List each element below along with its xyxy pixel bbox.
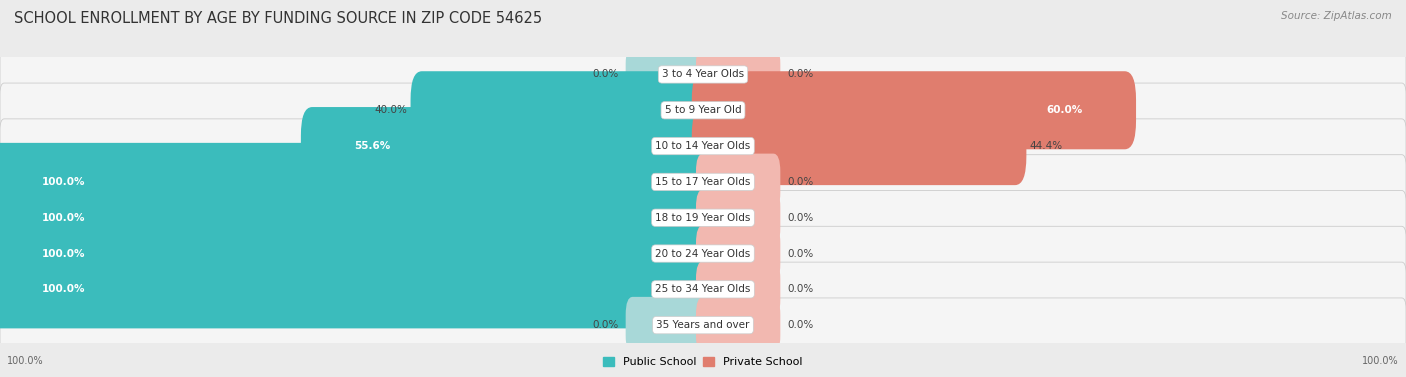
Text: 44.4%: 44.4% xyxy=(1029,141,1063,151)
Text: 0.0%: 0.0% xyxy=(787,213,814,223)
FancyBboxPatch shape xyxy=(0,83,1406,138)
FancyBboxPatch shape xyxy=(0,155,1406,209)
Text: 0.0%: 0.0% xyxy=(592,320,619,330)
Text: 0.0%: 0.0% xyxy=(787,69,814,80)
FancyBboxPatch shape xyxy=(696,46,780,103)
Text: 0.0%: 0.0% xyxy=(787,320,814,330)
FancyBboxPatch shape xyxy=(0,250,714,328)
Text: 0.0%: 0.0% xyxy=(787,284,814,294)
FancyBboxPatch shape xyxy=(696,225,780,282)
FancyBboxPatch shape xyxy=(0,298,1406,352)
FancyBboxPatch shape xyxy=(0,226,1406,281)
FancyBboxPatch shape xyxy=(626,297,710,354)
FancyBboxPatch shape xyxy=(626,46,710,103)
Text: 35 Years and over: 35 Years and over xyxy=(657,320,749,330)
FancyBboxPatch shape xyxy=(0,143,714,221)
Text: 100.0%: 100.0% xyxy=(42,213,86,223)
Text: 55.6%: 55.6% xyxy=(354,141,391,151)
Text: 100.0%: 100.0% xyxy=(42,177,86,187)
Text: 40.0%: 40.0% xyxy=(375,105,408,115)
FancyBboxPatch shape xyxy=(0,179,714,257)
FancyBboxPatch shape xyxy=(696,189,780,246)
Text: 100.0%: 100.0% xyxy=(42,248,86,259)
Text: 0.0%: 0.0% xyxy=(787,248,814,259)
Text: 10 to 14 Year Olds: 10 to 14 Year Olds xyxy=(655,141,751,151)
FancyBboxPatch shape xyxy=(0,215,714,293)
FancyBboxPatch shape xyxy=(301,107,714,185)
FancyBboxPatch shape xyxy=(0,262,1406,317)
Legend: Public School, Private School: Public School, Private School xyxy=(599,352,807,371)
FancyBboxPatch shape xyxy=(0,190,1406,245)
Text: 0.0%: 0.0% xyxy=(787,177,814,187)
Text: 18 to 19 Year Olds: 18 to 19 Year Olds xyxy=(655,213,751,223)
Text: 5 to 9 Year Old: 5 to 9 Year Old xyxy=(665,105,741,115)
Text: SCHOOL ENROLLMENT BY AGE BY FUNDING SOURCE IN ZIP CODE 54625: SCHOOL ENROLLMENT BY AGE BY FUNDING SOUR… xyxy=(14,11,543,26)
FancyBboxPatch shape xyxy=(696,297,780,354)
Text: 0.0%: 0.0% xyxy=(592,69,619,80)
FancyBboxPatch shape xyxy=(411,71,714,149)
Text: Source: ZipAtlas.com: Source: ZipAtlas.com xyxy=(1281,11,1392,21)
Text: 25 to 34 Year Olds: 25 to 34 Year Olds xyxy=(655,284,751,294)
Text: 100.0%: 100.0% xyxy=(7,356,44,366)
Text: 15 to 17 Year Olds: 15 to 17 Year Olds xyxy=(655,177,751,187)
FancyBboxPatch shape xyxy=(696,261,780,318)
Text: 60.0%: 60.0% xyxy=(1046,105,1083,115)
Text: 3 to 4 Year Olds: 3 to 4 Year Olds xyxy=(662,69,744,80)
Text: 100.0%: 100.0% xyxy=(42,284,86,294)
FancyBboxPatch shape xyxy=(692,107,1026,185)
FancyBboxPatch shape xyxy=(692,71,1136,149)
FancyBboxPatch shape xyxy=(696,153,780,210)
FancyBboxPatch shape xyxy=(0,119,1406,173)
FancyBboxPatch shape xyxy=(0,47,1406,102)
Text: 100.0%: 100.0% xyxy=(1362,356,1399,366)
Text: 20 to 24 Year Olds: 20 to 24 Year Olds xyxy=(655,248,751,259)
